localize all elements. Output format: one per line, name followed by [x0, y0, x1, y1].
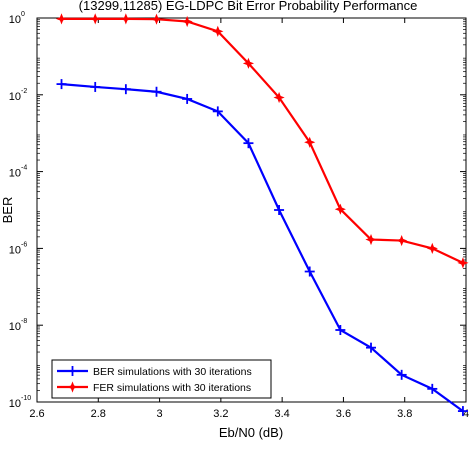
x-tick-label: 4: [463, 408, 469, 420]
legend-item: BER simulations with 30 iterations: [57, 366, 252, 378]
data-point: [56, 79, 67, 90]
data-point: [274, 205, 285, 215]
data-point: [335, 324, 346, 335]
legend-label: FER simulations with 30 iterations: [93, 382, 251, 394]
data-point: [457, 406, 468, 417]
legend-box: [51, 359, 272, 399]
y-tick-exponent: -10: [21, 395, 31, 402]
y-tick-exponent: -6: [21, 241, 27, 248]
legend-label: BER simulations with 30 iterations: [93, 366, 252, 378]
data-point: [273, 91, 285, 104]
y-tick-exponent: 0: [21, 11, 25, 18]
data-point: [304, 266, 315, 277]
y-tick-label: 10: [9, 168, 21, 180]
legend-item: FER simulations with 30 iterations: [57, 381, 251, 394]
x-tick-label: 3.4: [274, 408, 289, 420]
data-point: [55, 13, 68, 25]
series-layer: [55, 13, 469, 417]
data-point: [182, 93, 193, 104]
y-tick-label: 10: [9, 244, 21, 256]
y-tick-exponent: -4: [21, 165, 27, 172]
chart-title: (13299,11285) EG-LDPC Bit Error Probabil…: [79, 0, 418, 13]
x-axis: 2.6 2.8 3 3.2 3.4 3.6 3.8 4: [29, 18, 469, 420]
y-tick-label: 10: [9, 321, 21, 333]
x-tick-label: 2.6: [29, 408, 44, 420]
legend: BER simulations with 30 iterations FER si…: [51, 359, 272, 399]
data-point: [120, 84, 131, 95]
x-axis-label: Eb/N0 (dB): [219, 425, 283, 440]
data-point: [151, 86, 162, 97]
x-tick-label: 3.2: [213, 408, 228, 420]
data-point: [243, 138, 254, 149]
x-tick-label: 2.8: [91, 408, 106, 420]
data-point: [242, 57, 255, 69]
data-point: [396, 369, 407, 380]
series-fer: [55, 13, 469, 269]
data-point: [365, 233, 377, 246]
data-point: [457, 257, 469, 269]
data-point: [427, 383, 438, 394]
data-point: [120, 13, 132, 25]
x-tick-label: 3: [157, 408, 163, 420]
data-point: [90, 81, 101, 92]
data-point: [396, 234, 408, 247]
y-tick-exponent: -8: [21, 318, 27, 325]
series-ber: [56, 79, 468, 417]
series-line: [61, 83, 464, 412]
legend-marker: [67, 366, 78, 376]
legend-marker: [66, 381, 79, 393]
data-point: [366, 342, 377, 353]
data-point: [212, 25, 224, 37]
y-tick-label: 10: [9, 14, 21, 26]
data-point: [334, 203, 346, 215]
data-point: [150, 13, 163, 25]
y-tick-label: 10: [9, 398, 21, 410]
data-point: [304, 136, 316, 148]
data-point: [181, 15, 193, 28]
data-point: [212, 106, 223, 117]
data-point: [426, 242, 438, 254]
y-axis-label: BER: [0, 197, 15, 224]
y-tick-exponent: -2: [21, 88, 27, 95]
y-tick-label: 10: [9, 91, 21, 103]
x-tick-label: 3.6: [336, 408, 351, 420]
x-tick-label: 3.8: [397, 408, 412, 420]
plot-area: [36, 17, 467, 403]
data-point: [89, 13, 101, 25]
